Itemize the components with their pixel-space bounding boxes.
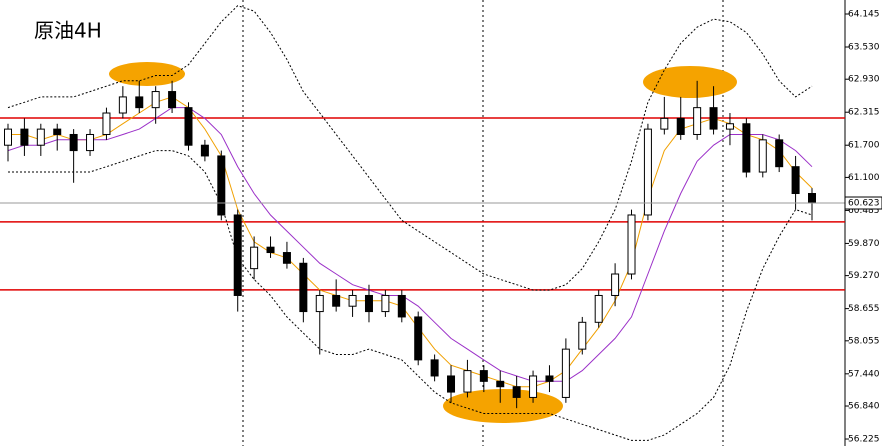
candle-body	[808, 193, 816, 204]
chart-title: 原油4H	[34, 19, 102, 43]
candle-body	[36, 128, 45, 146]
candle-body	[660, 117, 669, 130]
candle-body	[512, 386, 521, 398]
candle-body	[184, 107, 193, 146]
y-tick-label: 59.270	[848, 271, 880, 281]
y-tick-label: 58.055	[848, 336, 880, 346]
candle-body	[758, 139, 767, 173]
y-tick-label: 62.930	[848, 75, 880, 85]
candle-body	[496, 380, 505, 388]
candle-body	[414, 316, 423, 361]
candle-body	[709, 107, 718, 130]
candle-body	[299, 262, 308, 313]
candle-body	[643, 128, 652, 216]
candle-body	[545, 375, 554, 382]
candle-body	[20, 128, 29, 146]
candle-body	[69, 133, 78, 152]
candle-body	[151, 91, 160, 109]
y-tick-label: 63.530	[848, 43, 880, 53]
candle-body	[332, 294, 341, 307]
candle-body	[315, 294, 324, 313]
candle-body	[135, 96, 144, 109]
indicator-line	[7, 5, 813, 291]
indicator-line	[8, 150, 813, 441]
y-tick-label: 56.840	[848, 402, 880, 412]
y-tick-label: 56.225	[848, 435, 880, 445]
candle-body	[447, 375, 456, 393]
candle-body	[463, 370, 472, 393]
candle-body	[364, 294, 373, 313]
candle-body	[627, 214, 636, 275]
candle-body	[611, 273, 620, 296]
last-price-label: 60.623	[848, 199, 880, 209]
candle-body	[397, 294, 406, 318]
candle-body	[266, 246, 275, 254]
candle-body	[594, 294, 603, 323]
candle-body	[693, 107, 702, 135]
candle-body	[102, 112, 111, 135]
candle-body	[250, 246, 259, 270]
candle-body	[86, 133, 95, 152]
highlight	[643, 66, 737, 98]
last-price-box	[844, 196, 882, 210]
y-tick-label: 62.315	[848, 108, 880, 118]
candle-body	[282, 252, 291, 264]
y-tick-label: 59.870	[848, 239, 880, 249]
candle-body	[348, 294, 357, 307]
y-tick-label: 60.485	[848, 206, 880, 216]
candle-body	[479, 370, 488, 382]
candle-body	[381, 294, 390, 313]
candle-body	[775, 139, 784, 168]
candle-body	[217, 155, 226, 216]
candle-body	[578, 321, 587, 350]
candle-body	[725, 123, 734, 130]
candle-body	[4, 128, 12, 146]
candle-body	[791, 166, 800, 195]
highlight	[109, 62, 185, 86]
candle-body	[118, 96, 127, 114]
candle-body	[529, 375, 538, 398]
y-tick-label: 57.440	[848, 369, 880, 379]
candle-body	[168, 91, 177, 109]
y-tick-label: 64.145	[848, 10, 880, 20]
candle-body	[742, 123, 751, 173]
candle-body	[233, 214, 242, 296]
candle-body	[676, 117, 685, 135]
candle-body	[430, 359, 439, 377]
y-tick-label: 58.655	[848, 304, 880, 314]
indicator-line	[7, 107, 813, 382]
candle-body	[561, 348, 570, 398]
y-tick-label: 61.100	[848, 173, 880, 183]
y-tick-label: 61.700	[848, 141, 880, 151]
candle-body	[200, 144, 209, 157]
candle-body	[53, 128, 62, 135]
